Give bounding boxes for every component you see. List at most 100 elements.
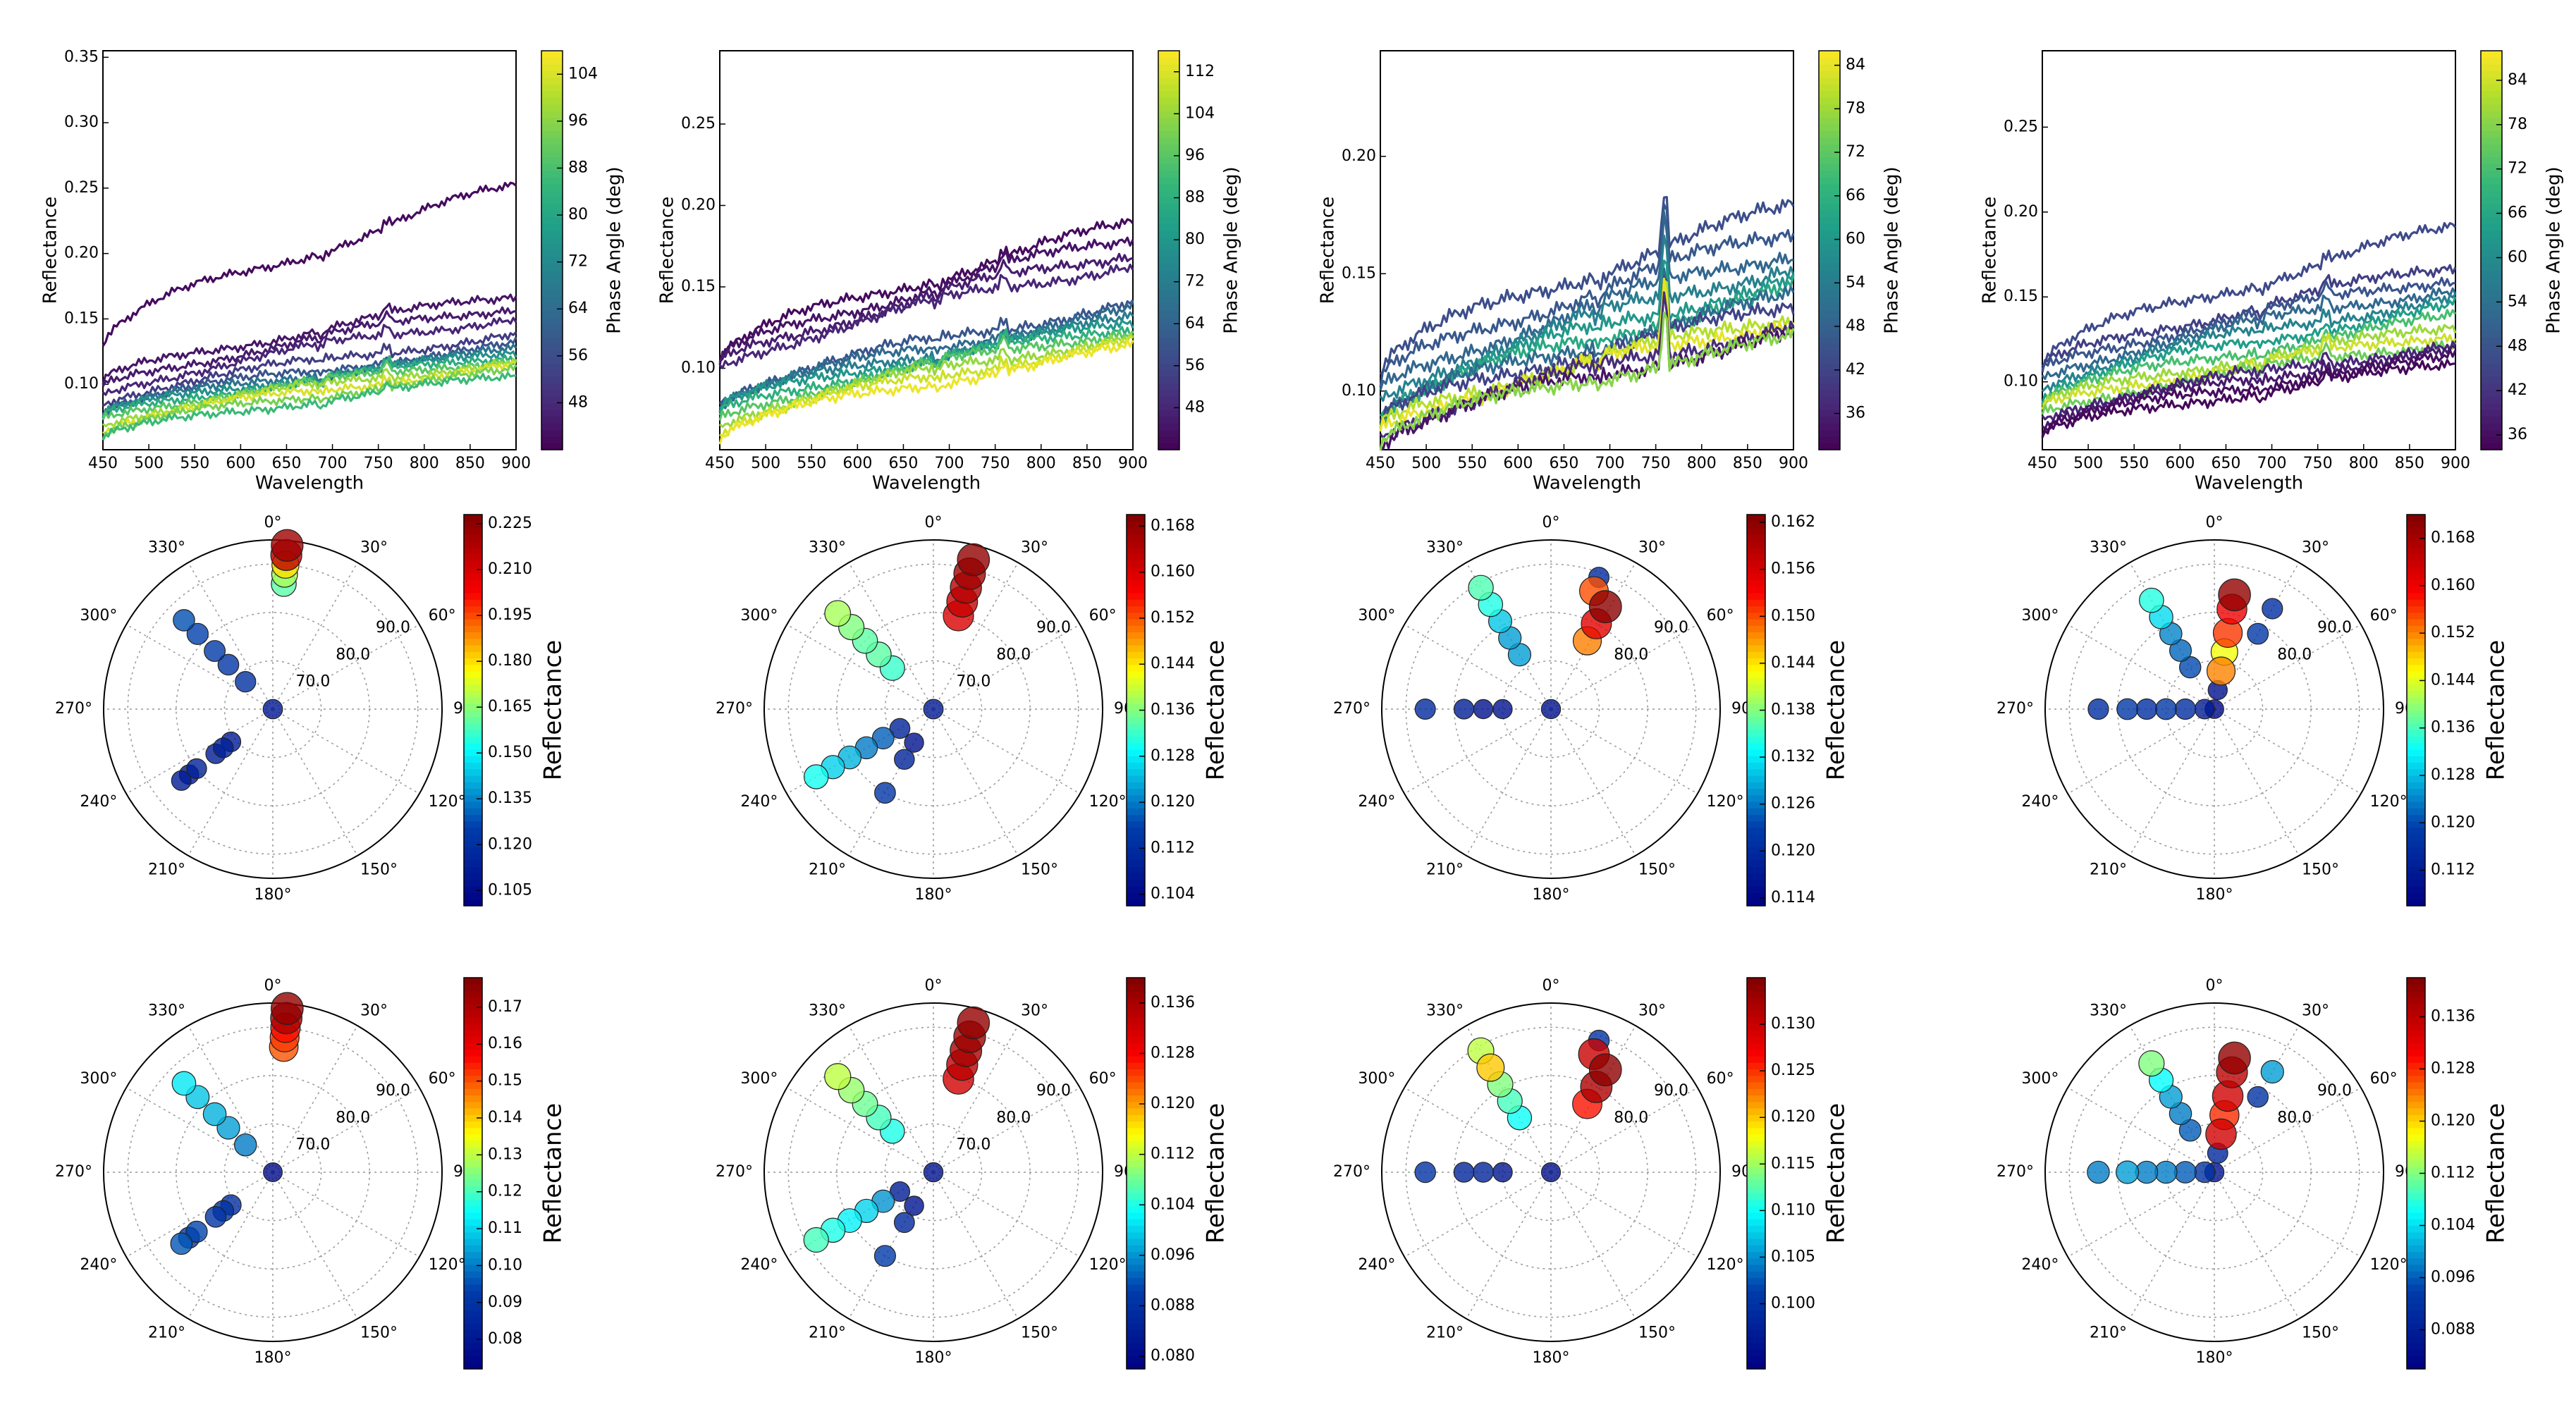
- colorbar-segment: [2407, 1349, 2425, 1357]
- polar-grid-spoke: [933, 708, 1081, 794]
- colorbar-segment: [1127, 840, 1145, 848]
- angle-label: 120°: [2370, 793, 2408, 811]
- colorbar-tick-label: 0.165: [488, 698, 532, 715]
- colorbar-segment: [2407, 553, 2425, 561]
- colorbar-segment: [1819, 410, 1840, 417]
- line-chart-panel: 450 500 550 600 650 700 750 800 850 900 0.10 0.15 0.…: [1318, 50, 1903, 494]
- polar-grid-spoke: [272, 1172, 420, 1258]
- colorbar-segment: [1127, 788, 1145, 796]
- colorbar-segment: [1127, 866, 1145, 874]
- colorbar-segment: [2481, 57, 2502, 65]
- colorbar-segment: [1747, 1030, 1765, 1037]
- colorbar-segment: [1747, 527, 1765, 535]
- angle-label: 210°: [809, 861, 846, 879]
- colorbar-segment: [1747, 1205, 1765, 1213]
- colorbar-segment: [1747, 847, 1765, 854]
- colorbar-tick-label: 80: [568, 206, 588, 223]
- colorbar-segment: [1747, 1127, 1765, 1135]
- colorbar-segment: [1747, 716, 1765, 724]
- polar-grid-spoke: [2214, 708, 2362, 794]
- colorbar-tick-label: 0.156: [1771, 560, 1815, 578]
- colorbar-segment: [2407, 541, 2425, 548]
- colorbar-segment: [1747, 873, 1765, 880]
- colorbar-segment: [2407, 886, 2425, 894]
- colorbar-tick-label: 66: [2508, 204, 2527, 222]
- colorbar-segment: [1158, 323, 1179, 331]
- colorbar-segment: [2481, 170, 2502, 178]
- colorbar-frame: [1746, 977, 1766, 1370]
- angle-label: 0°: [264, 514, 282, 531]
- x-tick-label: 600: [226, 455, 255, 472]
- x-tick-label: 800: [1687, 455, 1717, 472]
- colorbar-segment: [1127, 1291, 1145, 1298]
- colorbar-segment: [2407, 1147, 2425, 1155]
- x-tick-label: 850: [455, 455, 485, 472]
- colorbar-segment: [2407, 978, 2425, 985]
- colorbar-segment: [2407, 1291, 2425, 1298]
- colorbar-segment: [541, 164, 563, 171]
- colorbar-segment: [1747, 671, 1765, 678]
- polar-grid-spoke: [125, 708, 274, 794]
- colorbar-segment: [1747, 619, 1765, 626]
- colorbar-segment: [1158, 223, 1179, 231]
- angle-label: 330°: [1426, 539, 1464, 556]
- polar-grid-spoke: [2214, 708, 2300, 856]
- colorbar-segment: [1158, 203, 1179, 211]
- colorbar-segment: [464, 1225, 482, 1233]
- colorbar-segment: [2481, 323, 2502, 331]
- colorbar-segment: [1158, 117, 1179, 125]
- colorbar-segment: [464, 638, 482, 646]
- colorbar-segment: [2481, 110, 2502, 118]
- colorbar-frame: [2480, 50, 2503, 450]
- polar-chart-panel: 0°30°60°90°120°150°180°210°240°270°300°3…: [1333, 514, 1851, 904]
- colorbar-segment: [1819, 416, 1840, 424]
- colorbar-segment: [464, 632, 482, 639]
- colorbar-segment: [1747, 664, 1765, 672]
- colorbar-segment: [1747, 814, 1765, 822]
- colorbar-segment: [464, 645, 482, 652]
- colorbar-segment: [541, 230, 563, 238]
- colorbar-segment: [1747, 697, 1765, 704]
- data-point: [171, 1071, 197, 1096]
- colorbar-segment: [2481, 363, 2502, 371]
- colorbar-segment: [1819, 383, 1840, 391]
- angle-label: 330°: [148, 1002, 185, 1019]
- colorbar-segment: [541, 290, 563, 297]
- colorbar-segment: [1819, 117, 1840, 125]
- colorbar-segment: [1747, 1362, 1765, 1370]
- colorbar-segment: [1158, 396, 1179, 404]
- colorbar-tick-label: 0.112: [1151, 839, 1195, 856]
- colorbar-segment: [1127, 632, 1145, 639]
- colorbar-segment: [464, 1329, 482, 1337]
- radius-label: 90.0: [1654, 1082, 1688, 1100]
- y-axis-label: Reflectance: [40, 197, 61, 304]
- colorbar-segment: [2407, 697, 2425, 704]
- colorbar-segment: [464, 1356, 482, 1363]
- colorbar-segment: [2407, 1245, 2425, 1253]
- colorbar-segment: [1127, 645, 1145, 652]
- polar-grid-ring: [1405, 563, 1697, 855]
- colorbar-segment: [1747, 1193, 1765, 1200]
- colorbar-segment: [1158, 210, 1179, 218]
- colorbar-segment: [1158, 216, 1179, 224]
- colorbar-segment: [464, 1030, 482, 1037]
- colorbar-segment: [541, 297, 563, 305]
- colorbar-segment: [2481, 237, 2502, 245]
- colorbar-tick-label: 0.112: [2431, 1164, 2475, 1182]
- colorbar-segment: [1819, 309, 1840, 317]
- angle-label: 30°: [1021, 539, 1048, 556]
- radius-label: 70.0: [956, 1136, 990, 1154]
- colorbar-tick-label: 0.105: [1771, 1248, 1815, 1265]
- colorbar-tick-label: 42: [2508, 381, 2527, 399]
- colorbar-segment: [541, 243, 563, 251]
- colorbar-segment: [1747, 541, 1765, 548]
- colorbar-segment: [1819, 250, 1840, 258]
- colorbar-segment: [464, 788, 482, 796]
- colorbar-segment: [464, 1284, 482, 1291]
- colorbar-segment: [1747, 1010, 1765, 1018]
- colorbar-segment: [1127, 873, 1145, 880]
- spectrum-line: [102, 306, 517, 388]
- colorbar-segment: [2407, 1082, 2425, 1089]
- radius-label: 90.0: [1654, 619, 1688, 637]
- colorbar-segment: [1127, 886, 1145, 894]
